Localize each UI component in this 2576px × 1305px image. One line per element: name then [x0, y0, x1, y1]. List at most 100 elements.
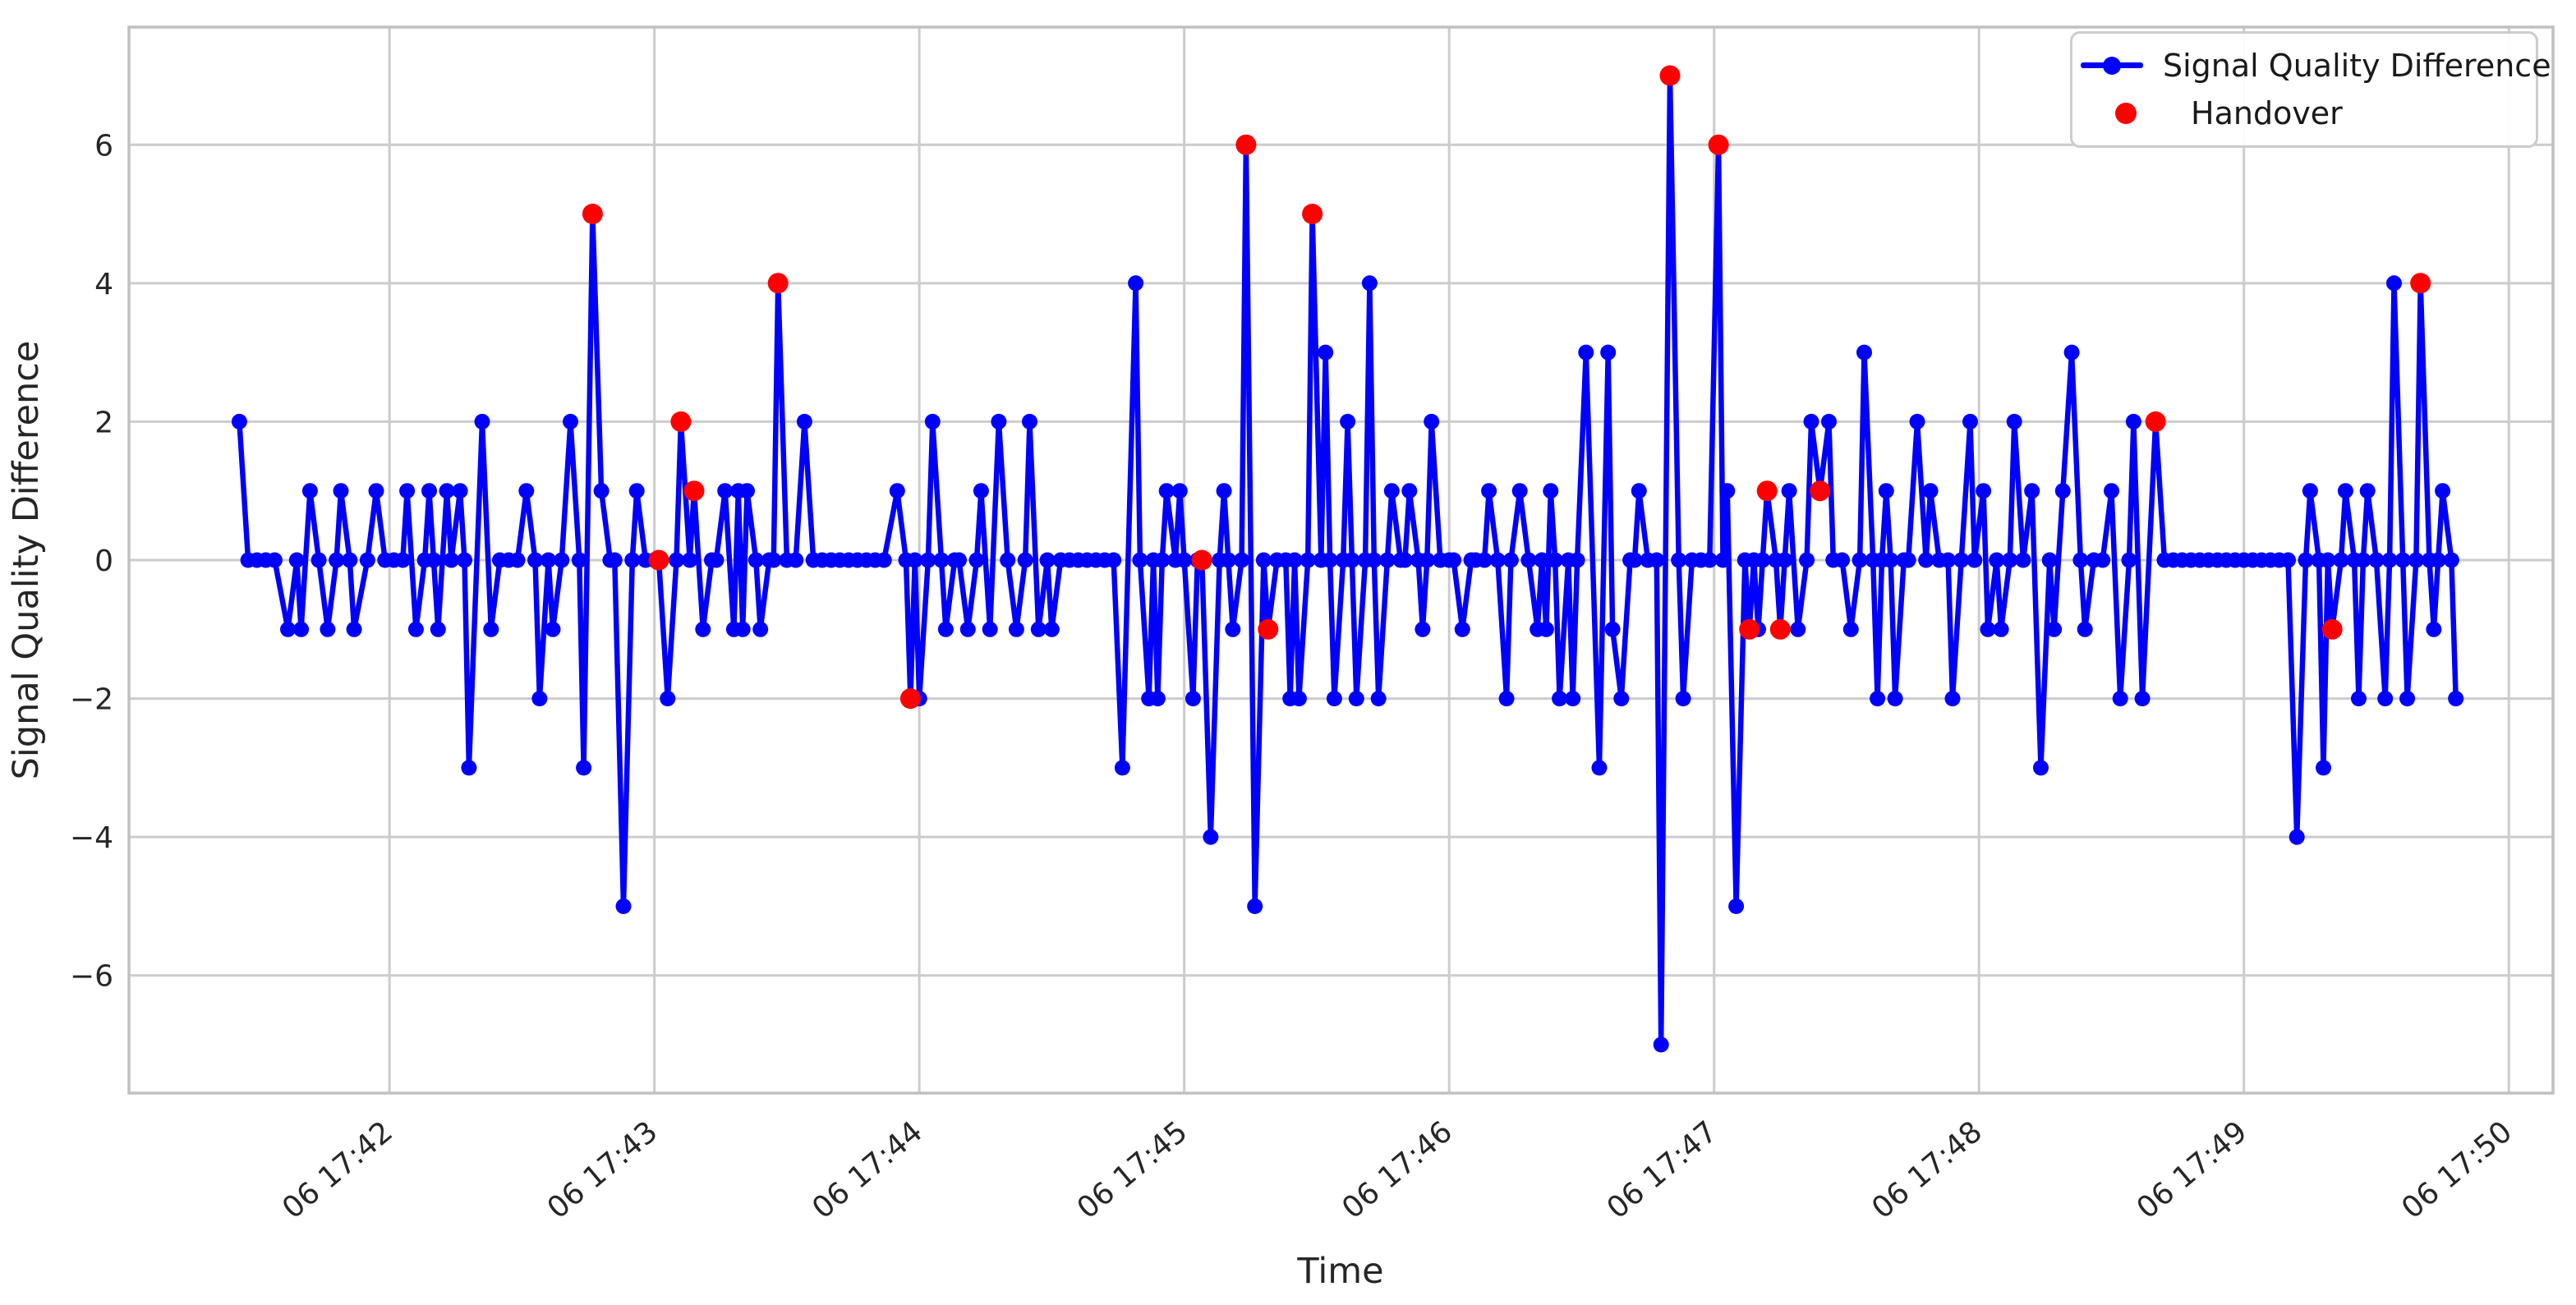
- x-tick-06-17-49: 06 17:49: [2131, 1114, 2254, 1225]
- signal-point: [2381, 552, 2398, 568]
- x-tick-06-17-45: 06 17:45: [1071, 1114, 1194, 1225]
- signal-point: [329, 552, 345, 568]
- signal-point: [545, 621, 561, 637]
- signal-point: [2368, 552, 2385, 568]
- signal-point: [368, 483, 384, 499]
- signal-point: [1017, 552, 1033, 568]
- handover-point: [1191, 549, 1212, 571]
- signal-point: [554, 552, 570, 568]
- handover-point: [1739, 618, 1760, 640]
- signal-point: [1106, 552, 1122, 568]
- signal-point: [2024, 483, 2040, 499]
- handover-point: [1756, 480, 1778, 502]
- signal-line: [237, 72, 2459, 1048]
- signal-point: [346, 621, 362, 637]
- signal-point: [1834, 552, 1851, 568]
- signal-point: [2351, 691, 2367, 707]
- handover-point: [670, 411, 692, 432]
- signal-point: [443, 552, 459, 568]
- signal-point: [1976, 483, 1992, 499]
- signal-point: [1940, 552, 1957, 568]
- signal-point: [2426, 621, 2442, 637]
- signal-point: [1821, 413, 1837, 430]
- y-tick-−4: −4: [70, 821, 113, 855]
- signal-point: [1909, 413, 1925, 430]
- signal-point: [1176, 552, 1193, 568]
- signal-point: [1520, 552, 1537, 568]
- signal-point: [717, 483, 734, 499]
- signal-point: [1842, 621, 1859, 637]
- handover-point: [899, 688, 921, 710]
- signal-point: [1604, 621, 1621, 637]
- signal-point: [924, 413, 941, 430]
- signal-point: [1728, 898, 1745, 914]
- x-tick-06-17-46: 06 17:46: [1336, 1114, 1459, 1225]
- signal-point: [973, 483, 989, 499]
- signal-point: [1396, 552, 1413, 568]
- x-axis-label: Time: [1296, 1251, 1383, 1292]
- signal-point: [1569, 552, 1585, 568]
- signal-point: [1132, 552, 1148, 568]
- signal-point: [660, 691, 676, 707]
- signal-point: [1366, 552, 1382, 568]
- signal-point: [1247, 898, 1263, 914]
- signal-point: [483, 621, 499, 637]
- signal-point: [951, 552, 967, 568]
- handover-point: [648, 549, 669, 571]
- signal-point: [2134, 691, 2150, 707]
- signal-point: [1414, 621, 1431, 637]
- signal-point: [1326, 691, 1342, 707]
- signal-point: [1234, 552, 1250, 568]
- handover-point: [2321, 618, 2343, 640]
- signal-point: [739, 483, 755, 499]
- signal-point: [615, 898, 632, 914]
- signal-point: [474, 413, 490, 430]
- signal-point: [2006, 413, 2022, 430]
- signal-point: [1340, 413, 1356, 430]
- signal-point: [968, 552, 985, 568]
- signal-point: [695, 621, 711, 637]
- signal-point: [1454, 621, 1470, 637]
- signal-point: [2355, 552, 2371, 568]
- signal-point: [1547, 552, 1563, 568]
- signal-point: [293, 621, 310, 637]
- signal-point: [1887, 691, 1903, 707]
- signal-point: [1220, 552, 1236, 568]
- signal-point: [2033, 760, 2049, 776]
- y-tick-0: 0: [94, 545, 113, 578]
- signal-point: [628, 483, 645, 499]
- signal-point: [1489, 552, 1506, 568]
- signal-point: [2377, 691, 2394, 707]
- signal-point: [509, 552, 526, 568]
- legend: Signal Quality Difference Handover: [2070, 31, 2551, 148]
- signal-point: [576, 760, 592, 776]
- legend-item-signal: Signal Quality Difference: [2081, 44, 2551, 87]
- signal-point: [1870, 691, 1886, 707]
- signal-point: [1419, 552, 1435, 568]
- signal-point: [1286, 552, 1303, 568]
- signal-point: [310, 552, 327, 568]
- signal-point: [1962, 413, 1978, 430]
- signal-point: [1701, 552, 1718, 568]
- signal-point: [2072, 552, 2089, 568]
- legend-line-dot-icon: [2081, 56, 2143, 75]
- plot-border: [127, 25, 2555, 1095]
- handover-point: [1810, 480, 1831, 502]
- handover-markers: [582, 65, 2431, 710]
- signal-point: [2337, 483, 2353, 499]
- signal-point: [1966, 552, 1983, 568]
- signal-point: [1900, 552, 1916, 568]
- signal-point: [1980, 621, 1996, 637]
- signal-point: [1184, 691, 1201, 707]
- handover-point: [582, 204, 603, 224]
- signal-point: [2063, 344, 2080, 361]
- signal-point: [1383, 483, 1400, 499]
- signal-point: [1344, 552, 1360, 568]
- signal-point: [2302, 483, 2318, 499]
- signal-point: [2288, 829, 2305, 845]
- signal-point: [907, 552, 923, 568]
- x-tick-labels: 06 17:42 06 17:43 06 17:44 06 17:45 06 17:46…: [276, 1114, 2518, 1225]
- signal-point: [1216, 483, 1232, 499]
- signal-point: [2435, 483, 2451, 499]
- signal-point: [421, 483, 437, 499]
